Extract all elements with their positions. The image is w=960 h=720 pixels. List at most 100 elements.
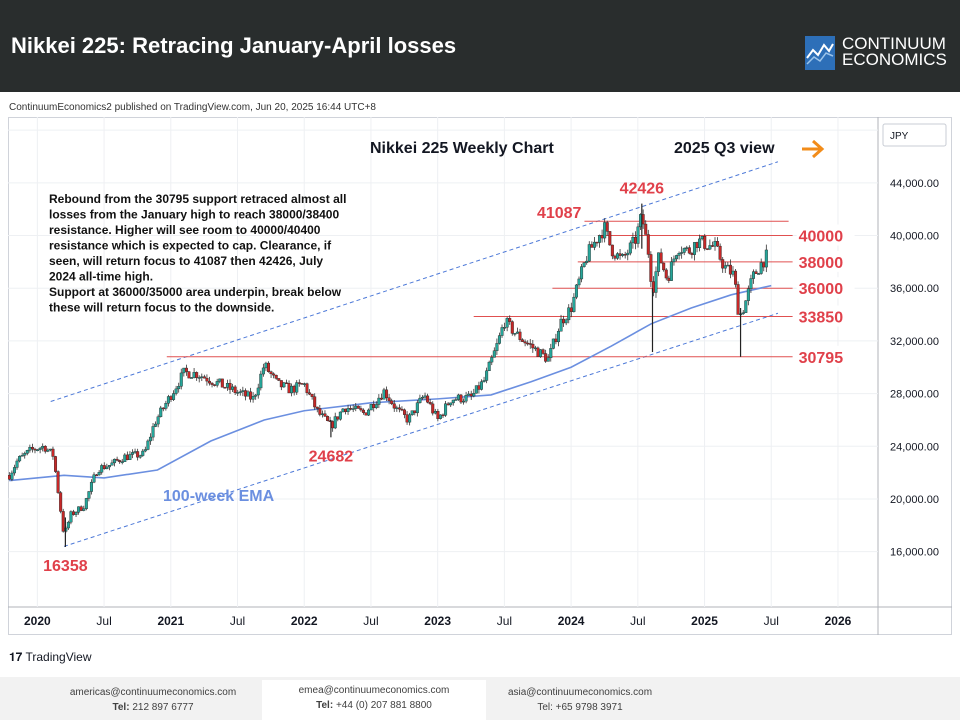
candle-body [667, 277, 671, 281]
candle-body [721, 259, 725, 269]
candle-body [405, 414, 409, 423]
candle-body [713, 241, 717, 247]
candle-body [305, 383, 309, 393]
x-tick-label: 2026 [825, 614, 852, 628]
candle-body [218, 378, 222, 382]
candle-body [377, 397, 381, 405]
y-tick-label: 28,000.00 [890, 389, 939, 401]
candle-body [113, 458, 117, 464]
candle-body [603, 222, 607, 239]
candle-body [161, 407, 165, 410]
candle-body [482, 380, 486, 382]
candle-body [48, 448, 52, 451]
candle-body [28, 447, 32, 451]
candle-body [441, 414, 445, 417]
x-tick-label: Jul [96, 614, 111, 628]
candle-body [318, 408, 322, 415]
candle-body [654, 271, 658, 293]
candle-body [249, 391, 253, 400]
candle-body [531, 343, 535, 349]
candle-body [274, 374, 278, 379]
candle-body [256, 387, 260, 396]
contact-email-asia[interactable]: asia@continuumeconomics.com [507, 687, 653, 698]
candle-body [580, 266, 584, 280]
candle-body [292, 385, 296, 393]
candle-body [705, 248, 709, 250]
y-tick-label: 44,000.00 [890, 178, 939, 190]
y-tick-label: 40,000.00 [890, 231, 939, 243]
commentary-line: 2024 all-time high. [49, 270, 153, 284]
candle-body [143, 449, 147, 452]
candle-body [474, 385, 478, 394]
tel-number: +65 9798 3971 [555, 702, 623, 713]
candle-body [69, 511, 73, 523]
contact-email-americas[interactable]: americas@continuumeconomics.com [69, 687, 237, 698]
candle-body [610, 244, 614, 257]
x-tick-label: Jul [630, 614, 645, 628]
candle-body [492, 350, 496, 358]
candle-body [400, 408, 404, 411]
candle-body [413, 410, 417, 414]
candle-body [100, 465, 104, 473]
candle-body [38, 447, 42, 450]
candle-body [261, 367, 265, 375]
candle-body [646, 234, 650, 255]
candle-body [79, 506, 83, 511]
candle-body [302, 383, 306, 385]
chart-background [8, 117, 952, 635]
candle-body [523, 341, 527, 344]
commentary-line: these will return focus to the downside. [49, 301, 274, 315]
candle-body [107, 465, 111, 468]
candle-body [207, 380, 211, 384]
tel-number: 212 897 6777 [132, 702, 194, 713]
candle-body [115, 458, 119, 461]
candle-body [680, 252, 684, 254]
candle-body [536, 347, 540, 357]
level-label-38000: 38000 [799, 255, 844, 272]
candle-body [408, 414, 412, 423]
candle-body [454, 399, 458, 401]
candle-body [172, 393, 176, 400]
tel-label: Tel: [316, 700, 334, 711]
candle-body [659, 252, 663, 264]
candle-body [582, 262, 586, 267]
candle-body [710, 245, 714, 247]
candle-body [675, 255, 679, 260]
x-tick-label: Jul [764, 614, 779, 628]
candle-body [125, 454, 129, 460]
candle-body [495, 343, 499, 351]
candle-body [25, 450, 29, 454]
candle-body [251, 396, 255, 400]
candle-body [243, 390, 247, 397]
candle-body [146, 440, 150, 450]
candle-body [133, 451, 137, 453]
x-tick-label: Jul [230, 614, 245, 628]
x-tick-label: 2022 [291, 614, 318, 628]
contact-email-emea[interactable]: emea@continuumeconomics.com [298, 685, 450, 696]
candle-body [259, 373, 263, 389]
candle-body [403, 409, 407, 415]
candle-body [669, 261, 673, 281]
candle-body [567, 307, 571, 321]
currency-box [882, 123, 947, 147]
candle-body [736, 284, 740, 315]
candle-body [300, 383, 304, 385]
y-tick-label: 36,000.00 [890, 283, 939, 295]
candle-body [228, 383, 232, 390]
x-tick-label: 2021 [157, 614, 184, 628]
candle-body [672, 258, 676, 263]
candle-body [556, 330, 560, 343]
commentary-line: Rebound from the 30795 support retraced … [49, 192, 346, 206]
candle-body [618, 253, 622, 256]
header-bar: Nikkei 225: Retracing January-April loss… [0, 0, 960, 92]
candle-body [77, 506, 81, 513]
candle-body [30, 447, 34, 450]
candle-body [418, 397, 422, 403]
candle-body [223, 387, 227, 389]
candle-body [43, 445, 47, 452]
candle-body [741, 312, 745, 315]
candle-body [757, 273, 761, 275]
level-label-33850: 33850 [799, 310, 844, 327]
candle-body [446, 403, 450, 406]
candle-body [15, 460, 19, 468]
